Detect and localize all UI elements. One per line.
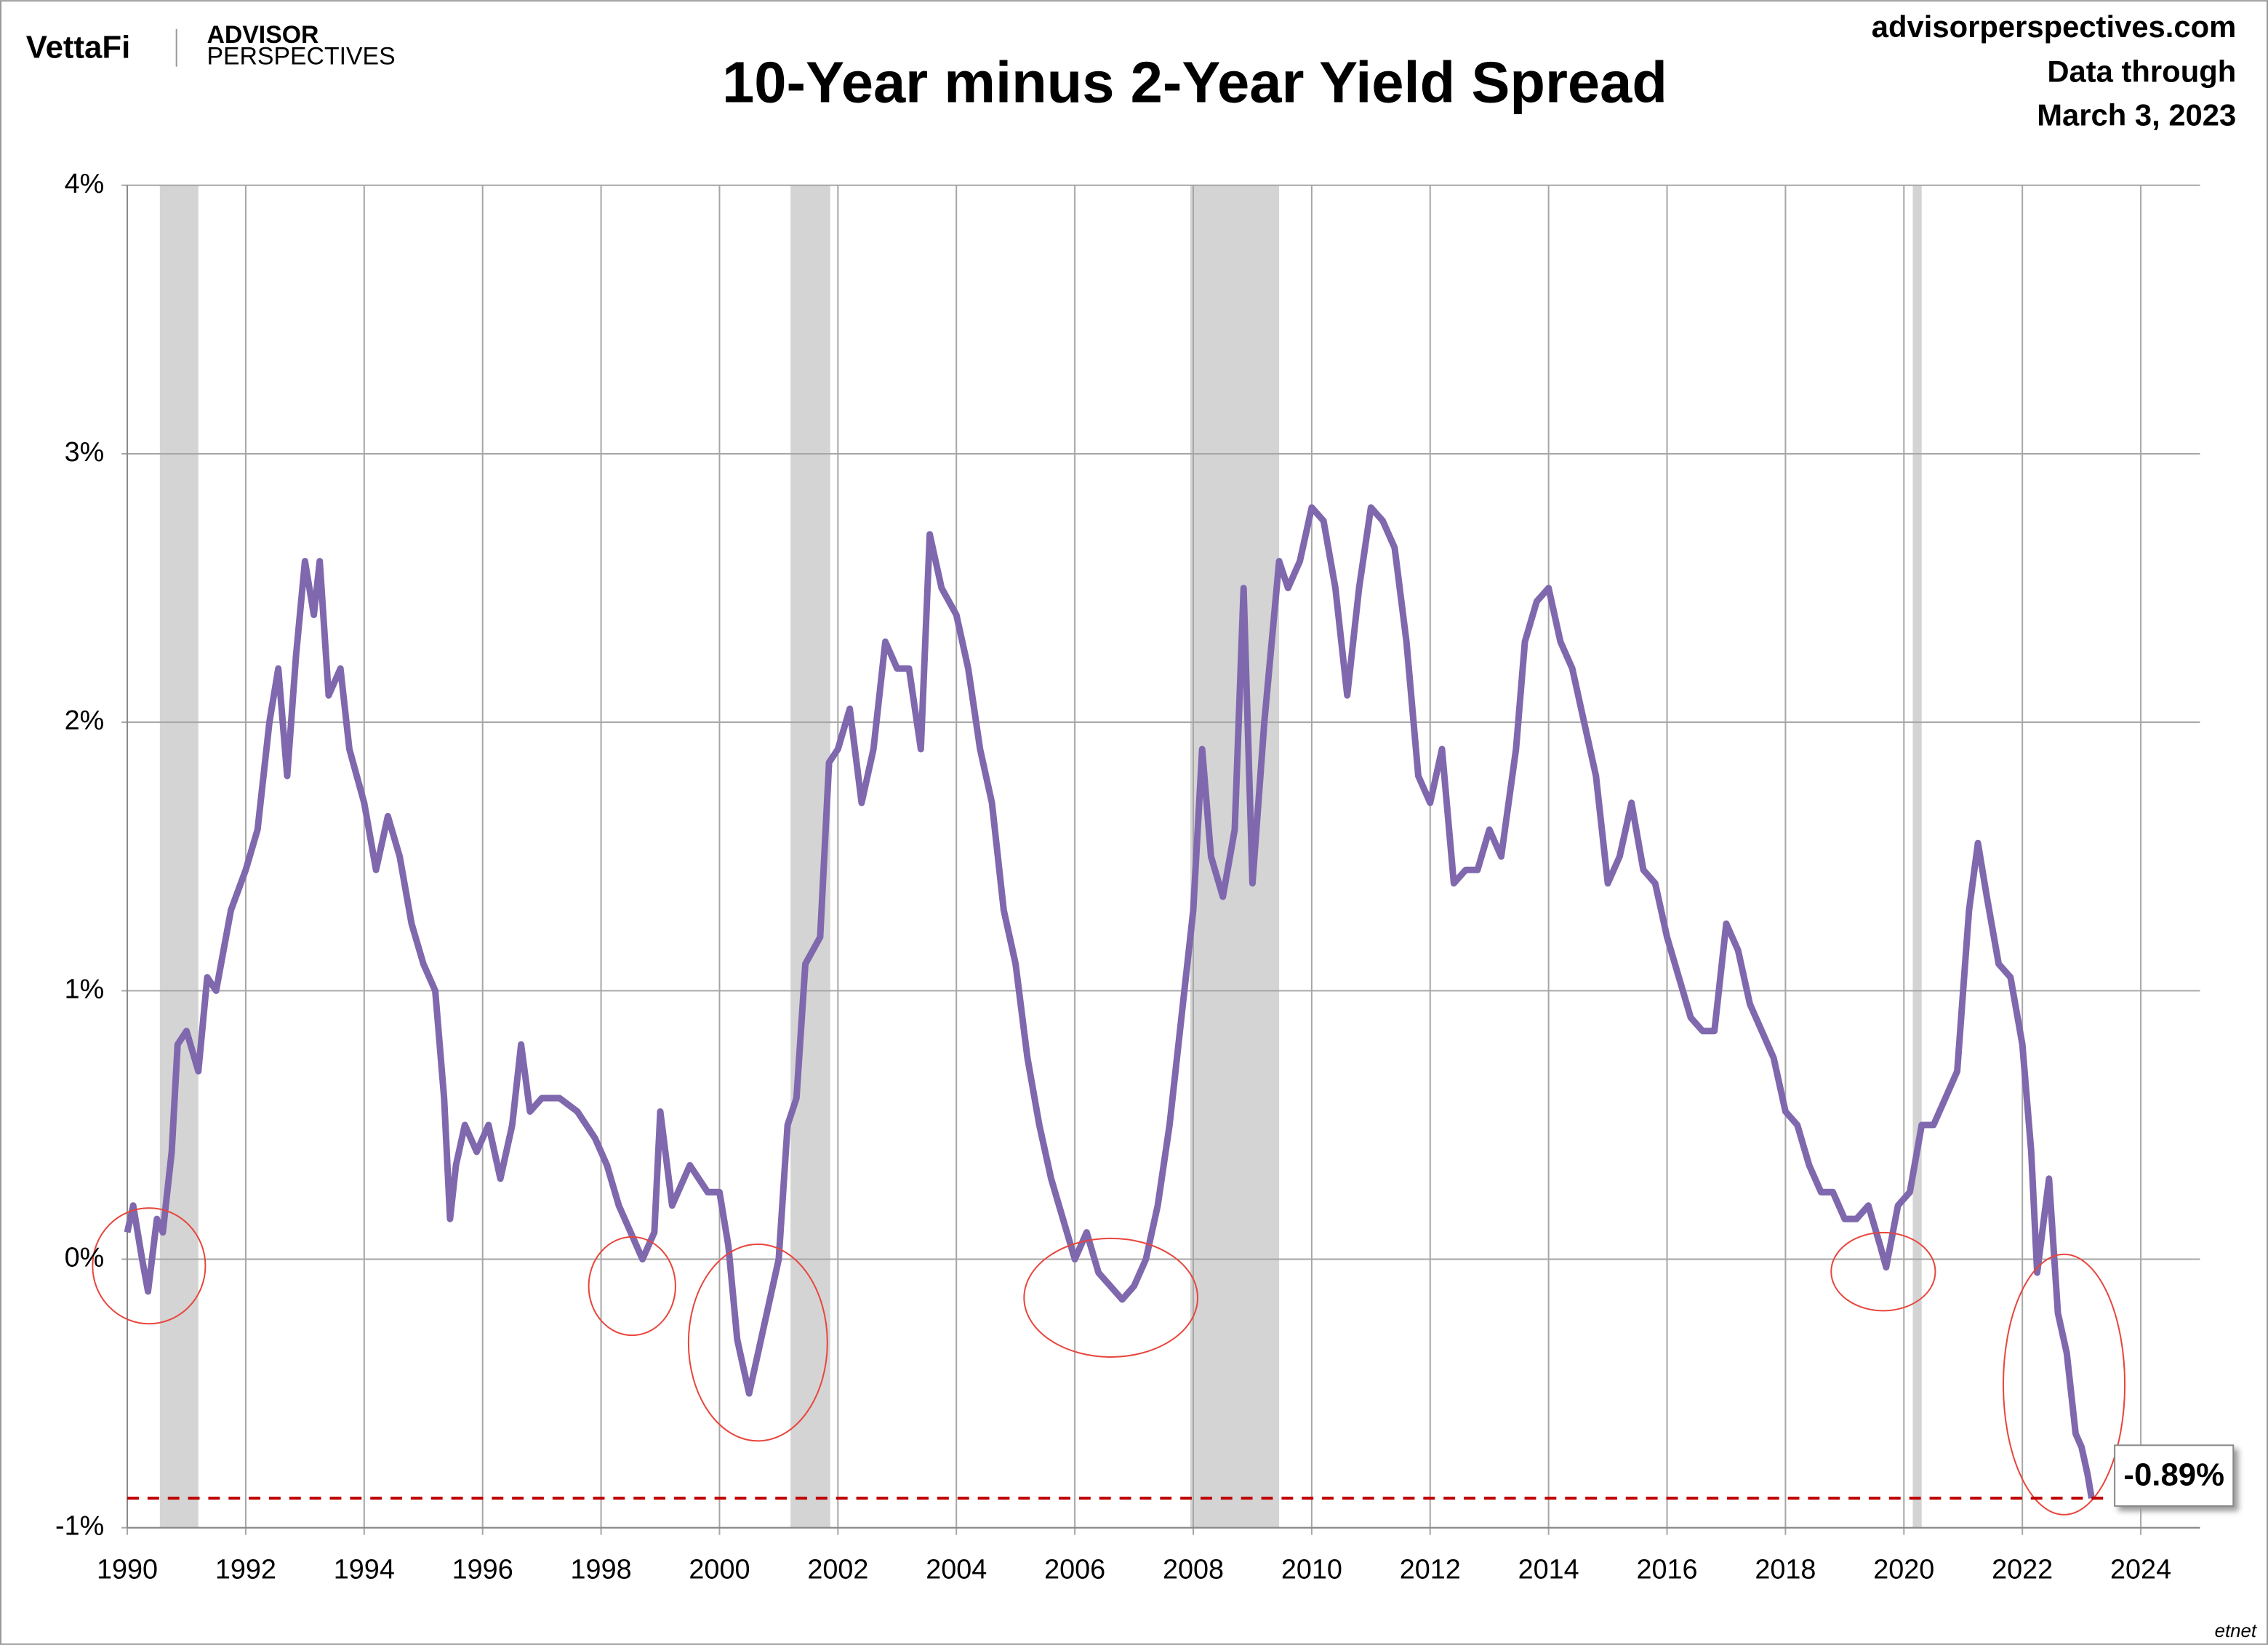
- x-tick-label: 1998: [571, 1554, 632, 1585]
- y-tick-label: 0%: [65, 1243, 105, 1273]
- highlight-circle: [1023, 1237, 1199, 1358]
- highlight-circle: [2002, 1253, 2126, 1516]
- recession-band: [1190, 185, 1280, 1528]
- logo-bottom: PERSPECTIVES: [207, 43, 395, 71]
- x-tick-label: 1992: [215, 1554, 276, 1585]
- x-tick-label: 2010: [1281, 1554, 1342, 1585]
- y-tick-label: 3%: [65, 437, 105, 468]
- x-tick-label: 2014: [1518, 1554, 1579, 1585]
- highlight-circle: [588, 1236, 676, 1337]
- highlight-circle: [1830, 1231, 1936, 1312]
- x-tick-label: 1996: [452, 1554, 513, 1585]
- chart-title: 10-Year minus 2-Year Yield Spread: [722, 50, 1667, 115]
- highlight-circle: [687, 1243, 828, 1442]
- x-tick-label: 2000: [689, 1554, 750, 1585]
- logo-top: ADVISOR: [207, 21, 318, 49]
- annotation-label: -0.89%: [2123, 1457, 2224, 1493]
- x-tick-label: 2016: [1637, 1554, 1698, 1585]
- recession-band: [1912, 185, 1922, 1528]
- x-tick-label: 2004: [926, 1554, 987, 1585]
- brand: VettaFi: [26, 29, 130, 65]
- x-tick-label: 2022: [1992, 1554, 2053, 1585]
- x-tick-label: 2024: [2110, 1554, 2171, 1585]
- y-tick-label: 1%: [65, 974, 105, 1004]
- note-top: Data through: [2047, 55, 2236, 89]
- x-tick-label: 1990: [97, 1554, 158, 1585]
- annotation-box: [2114, 1444, 2235, 1507]
- recession-band: [159, 185, 199, 1528]
- x-tick-label: 2008: [1163, 1554, 1224, 1585]
- x-tick-label: 2020: [1873, 1554, 1934, 1585]
- highlight-circle: [92, 1207, 207, 1325]
- x-tick-label: 2012: [1400, 1554, 1461, 1585]
- spread-line: [124, 504, 2095, 1499]
- y-tick-label: 2%: [65, 705, 105, 736]
- site: advisorperspectives.com: [1872, 9, 2236, 44]
- note-bottom: March 3, 2023: [2037, 97, 2236, 132]
- watermark: etnet: [2215, 1621, 2258, 1641]
- x-tick-label: 2002: [807, 1554, 868, 1585]
- x-tick-label: 2018: [1755, 1554, 1816, 1585]
- y-tick-label: -1%: [55, 1511, 104, 1542]
- x-tick-label: 1994: [334, 1554, 395, 1585]
- x-tick-label: 2006: [1044, 1554, 1105, 1585]
- highlight-circles: [92, 1207, 2126, 1516]
- y-tick-label: 4%: [65, 169, 105, 199]
